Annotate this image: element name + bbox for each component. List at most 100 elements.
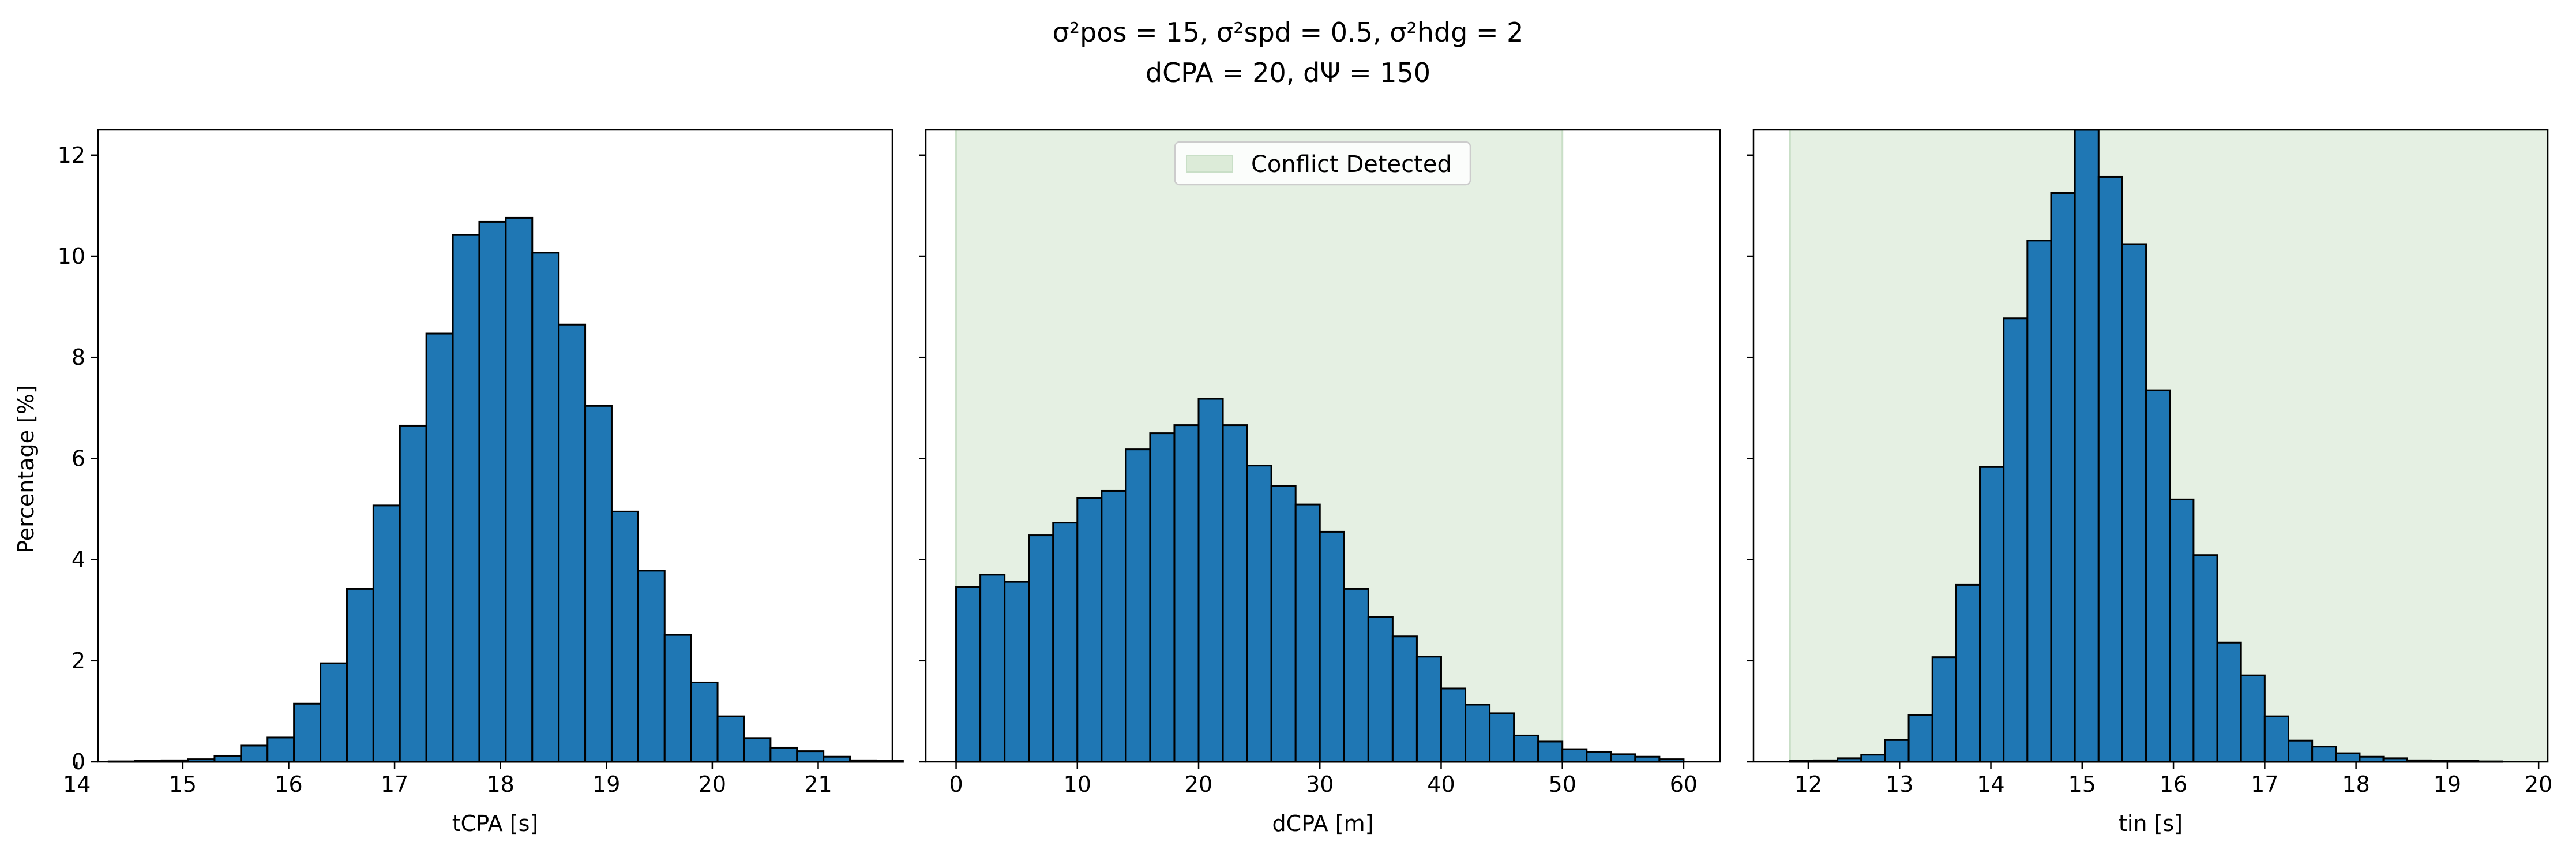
histogram-bar bbox=[2287, 739, 2314, 763]
histogram-bar bbox=[1319, 530, 1345, 763]
x-tick-label: 15 bbox=[169, 772, 197, 797]
histogram-bar bbox=[610, 510, 639, 763]
legend: Conflict Detected bbox=[1174, 141, 1471, 186]
x-tick-label: 60 bbox=[1670, 772, 1698, 797]
x-tick-label: 20 bbox=[2525, 772, 2552, 797]
histogram-bar bbox=[213, 754, 242, 763]
histogram-bar bbox=[979, 574, 1006, 763]
x-axis-label-3: tin [s] bbox=[2119, 811, 2183, 836]
histogram-bar bbox=[637, 570, 666, 763]
x-tick-label: 10 bbox=[1064, 772, 1091, 797]
histogram-bar bbox=[1004, 581, 1030, 763]
x-tick-label: 17 bbox=[2251, 772, 2278, 797]
legend-box bbox=[1174, 141, 1471, 186]
y-tick-label: 10 bbox=[58, 244, 85, 269]
histogram-bar bbox=[796, 750, 825, 763]
histogram-bar bbox=[266, 736, 295, 763]
histogram-bar bbox=[372, 504, 401, 763]
histogram-bar bbox=[690, 681, 719, 763]
histogram-bar bbox=[1222, 424, 1248, 763]
y-tick-label: 0 bbox=[72, 749, 85, 775]
histogram-bar bbox=[2026, 240, 2052, 763]
x-tick-label: 16 bbox=[275, 772, 302, 797]
histogram-bar bbox=[716, 715, 745, 763]
histogram-bar bbox=[1076, 497, 1103, 763]
histogram-bar bbox=[2359, 755, 2385, 763]
x-tick-label: 40 bbox=[1427, 772, 1455, 797]
histogram-bar bbox=[663, 634, 692, 763]
figure-title-line1: σ²pos = 15, σ²spd = 0.5, σ²hdg = 2 bbox=[1053, 17, 1524, 48]
histogram-bar bbox=[1101, 489, 1127, 763]
x-tick-label: 30 bbox=[1306, 772, 1334, 797]
histogram-bar bbox=[769, 746, 798, 763]
x-tick-label: 18 bbox=[2342, 772, 2370, 797]
histogram-panel-2: 0 10 20 30 40 50 60 dCPA [m] Conflict Detected bbox=[919, 129, 1721, 836]
histogram-bar bbox=[2003, 317, 2029, 763]
histogram-bar bbox=[2145, 389, 2171, 763]
histogram-bar bbox=[1955, 583, 1981, 763]
histogram-bar bbox=[2216, 641, 2242, 763]
x-tick-label: 14 bbox=[1977, 772, 2004, 797]
x-axis-label-1: tCPA [s] bbox=[452, 811, 538, 836]
histogram-bar bbox=[452, 234, 480, 763]
histogram-bar bbox=[2311, 746, 2337, 763]
histogram-bar bbox=[320, 662, 348, 763]
histogram-bar bbox=[1125, 448, 1151, 763]
figure-title-line2: dCPA = 20, dΨ = 150 bbox=[1146, 57, 1430, 88]
histogram-bar bbox=[2169, 498, 2195, 763]
x-tick-label: 20 bbox=[699, 772, 726, 797]
x-tick-label: 12 bbox=[1794, 772, 1822, 797]
histogram-bar bbox=[1907, 714, 1933, 763]
x-tick-label: 16 bbox=[2160, 772, 2187, 797]
x-tick-label: 17 bbox=[381, 772, 408, 797]
histogram-bar bbox=[1610, 753, 1636, 763]
histogram-bar bbox=[531, 252, 560, 763]
y-tick-label: 12 bbox=[58, 143, 85, 168]
histogram-bar bbox=[1884, 739, 1910, 763]
histogram-panel-3: 12 13 14 15 16 17 18 19 20 tin [s] bbox=[1747, 129, 2552, 836]
x-tick-label: 50 bbox=[1549, 772, 1576, 797]
histogram-panel-1: 14 15 16 17 18 19 20 21 0 2 4 6 8 10 12 tCPA [s] bbox=[58, 129, 904, 836]
histogram-bar bbox=[2240, 674, 2266, 763]
histogram-bar bbox=[558, 323, 587, 763]
histogram-bar bbox=[1149, 432, 1176, 763]
histogram-bar bbox=[1197, 398, 1224, 763]
histogram-bar bbox=[1270, 485, 1297, 763]
histogram-bar bbox=[1294, 503, 1321, 763]
legend-label: Conflict Detected bbox=[1251, 151, 1452, 178]
x-tick-label: 15 bbox=[2068, 772, 2096, 797]
histogram-bar bbox=[743, 737, 772, 763]
histogram-bar bbox=[955, 586, 982, 763]
histogram-bar bbox=[2263, 715, 2289, 763]
histogram-bar bbox=[1634, 755, 1661, 763]
axes-frame-1 bbox=[97, 129, 893, 763]
x-tick-label: 21 bbox=[804, 772, 832, 797]
histogram-bar bbox=[399, 424, 427, 763]
histogram-bar bbox=[1537, 740, 1564, 763]
histogram-bar bbox=[478, 220, 507, 763]
axes-frame-3 bbox=[1752, 129, 2549, 763]
histogram-bar bbox=[1513, 734, 1539, 763]
histogram-bar bbox=[2121, 243, 2147, 763]
histogram-bar bbox=[2097, 175, 2123, 763]
y-tick-label: 6 bbox=[72, 446, 85, 471]
y-tick-label: 4 bbox=[72, 547, 85, 573]
histogram-bar bbox=[1440, 687, 1467, 763]
y-axis-label: Percentage [%] bbox=[13, 385, 39, 553]
histogram-bar bbox=[1415, 656, 1442, 763]
histogram-bar bbox=[1343, 588, 1369, 763]
histogram-bar bbox=[240, 744, 269, 763]
histogram-bar bbox=[1028, 534, 1054, 763]
histogram-bar bbox=[1246, 465, 1272, 763]
histogram-bar bbox=[1586, 750, 1612, 763]
histogram-bar bbox=[823, 755, 851, 763]
histogram-bar bbox=[1052, 522, 1079, 763]
x-axis-label-2: dCPA [m] bbox=[1272, 811, 1374, 836]
histogram-bar bbox=[1465, 704, 1491, 763]
y-tick-label: 2 bbox=[72, 648, 85, 674]
histogram-bar bbox=[505, 216, 534, 763]
histogram-bar bbox=[346, 588, 374, 763]
x-tick-label: 18 bbox=[487, 772, 515, 797]
histogram-bar bbox=[2192, 554, 2218, 763]
y-tick-label: 8 bbox=[72, 345, 85, 370]
